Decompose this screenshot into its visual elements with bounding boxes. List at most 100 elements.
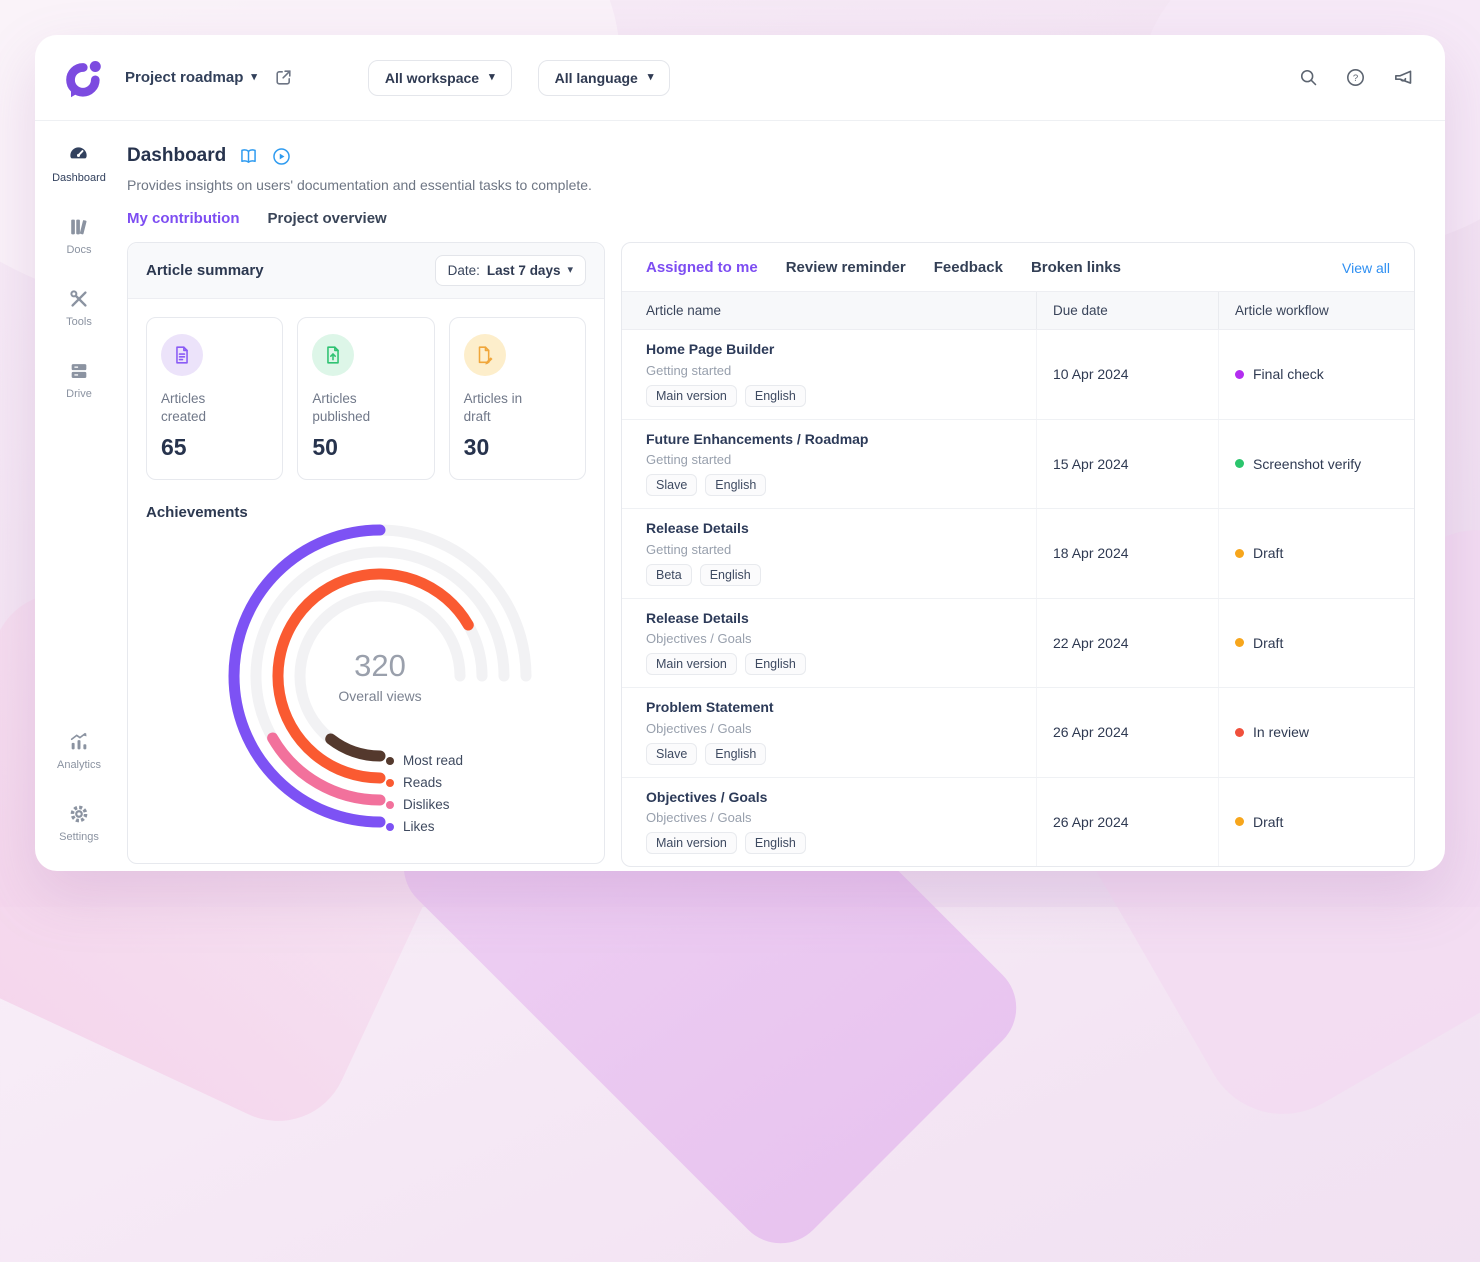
article-summary-body: Articles created 65 Arti (128, 299, 604, 863)
tab-broken-links[interactable]: Broken links (1030, 259, 1121, 276)
tab-assigned-to-me[interactable]: Assigned to me (646, 259, 758, 276)
table-row[interactable]: Release Details Objectives / Goals Main … (622, 598, 1414, 688)
announcements-button[interactable] (1392, 66, 1415, 89)
article-cell: Objectives / Goals Objectives / Goals Ma… (622, 778, 1036, 867)
file-upload-icon (327, 346, 340, 364)
article-cell: Future Enhancements / Roadmap Getting st… (622, 420, 1036, 509)
tab-project-overview[interactable]: Project overview (267, 210, 387, 227)
language-dropdown[interactable]: All language ▾ (537, 59, 671, 96)
table-row[interactable]: Problem Statement Objectives / Goals Sla… (622, 688, 1414, 778)
legend-item: Dislikes (386, 797, 463, 812)
version-chip: Slave (646, 474, 698, 496)
date-filter-value: Last 7 days (486, 263, 561, 278)
article-name: Problem Statement (646, 699, 774, 715)
view-all-link[interactable]: View all (1342, 259, 1390, 276)
chevron-down-icon: ▾ (489, 71, 495, 83)
drive-icon (71, 364, 87, 378)
table-row[interactable]: Future Enhancements / Roadmap Getting st… (622, 419, 1414, 509)
date-filter-dropdown[interactable]: Date: Last 7 days ▾ (434, 255, 586, 286)
stat-value: 50 (312, 434, 338, 461)
open-in-new-tab-button[interactable] (273, 67, 294, 88)
due-date-cell: 18 Apr 2024 (1036, 509, 1218, 598)
gear-icon (70, 805, 88, 823)
stat-value: 65 (161, 434, 187, 461)
stat-label: Articles in draft (463, 391, 523, 425)
sidebar-item-docs[interactable]: Docs (66, 216, 92, 256)
help-button[interactable]: ? (1345, 67, 1366, 88)
app-body: Dashboard Docs Tools (35, 121, 1445, 871)
project-selector[interactable]: Project roadmap ▾ (125, 69, 257, 86)
chevron-down-icon: ▾ (647, 71, 654, 83)
article-tags: Slave English (646, 742, 1020, 765)
workspace-dropdown-label: All workspace (384, 69, 480, 86)
table-row[interactable]: Objectives / Goals Objectives / Goals Ma… (622, 777, 1414, 867)
article-summary-header: Article summary Date: Last 7 days ▾ (128, 243, 604, 299)
article-cell: Problem Statement Objectives / Goals Sla… (622, 688, 1036, 777)
legend-dot (386, 822, 394, 831)
top-bar: Project roadmap ▾ All workspace ▾ All la… (35, 35, 1445, 121)
tab-review-reminder[interactable]: Review reminder (785, 259, 906, 276)
dashboard-content: Article summary Date: Last 7 days ▾ (127, 242, 1415, 867)
article-category: Getting started (646, 541, 732, 557)
sidebar-item-label: Drive (66, 388, 92, 400)
legend-item: Likes (386, 819, 463, 834)
sidebar-item-dashboard[interactable]: Dashboard (52, 143, 106, 184)
page-description: Provides insights on users' documentatio… (127, 177, 592, 193)
books-icon (71, 219, 87, 235)
video-guide-button[interactable] (271, 146, 292, 167)
legend-item: Most read (386, 753, 463, 768)
stat-card-articles-in-draft: Articles in draft 30 (448, 317, 586, 481)
workflow-cell: Draft (1218, 777, 1414, 866)
version-chip: Beta (646, 563, 692, 586)
tab-feedback[interactable]: Feedback (933, 259, 1003, 276)
table-header: Article name Due date Article workflow (622, 291, 1414, 330)
docs-guide-button[interactable] (238, 146, 259, 167)
tasks-card: Assigned to me Review reminder Feedback … (621, 242, 1415, 867)
radial-chart-canvas (228, 524, 532, 828)
sidebar-item-label: Tools (66, 316, 92, 328)
version-chip: Slave (646, 742, 698, 765)
book-open-icon (241, 148, 257, 163)
article-name: Future Enhancements / Roadmap (646, 430, 869, 447)
chevron-down-icon: ▾ (251, 71, 257, 83)
language-chip: English (705, 474, 767, 496)
app-logo[interactable] (59, 55, 105, 101)
stat-cards: Articles created 65 Arti (146, 317, 586, 481)
legend-dot (386, 778, 394, 787)
file-edit-icon (478, 346, 493, 365)
article-name: Home Page Builder (646, 341, 775, 357)
main-content: Dashboard Provides insights on users' do… (123, 121, 1445, 871)
table-row[interactable]: Home Page Builder Getting started Main v… (622, 330, 1414, 420)
workflow-status-dot (1235, 459, 1244, 469)
workflow-cell: Screenshot verify (1218, 419, 1414, 508)
sidebar-item-label: Analytics (56, 759, 102, 771)
article-name: Release Details (646, 520, 749, 536)
workflow-status-dot (1235, 727, 1244, 737)
sidebar-item-tools[interactable]: Tools (66, 288, 92, 328)
achievements-radial-chart: 320 Overall views Most read R (146, 523, 586, 845)
version-chip: Main version (646, 832, 737, 854)
sidebar-item-drive[interactable]: Drive (66, 360, 92, 400)
workflow-cell: Final check (1218, 330, 1414, 419)
language-chip: English (744, 832, 806, 854)
external-link-icon (276, 70, 291, 85)
overall-views-caption: Overall views (338, 688, 422, 705)
project-name: Project roadmap (125, 69, 244, 86)
due-date-cell: 26 Apr 2024 (1036, 688, 1218, 777)
workflow-status-dot (1235, 638, 1244, 648)
article-tags: Beta English (646, 563, 1020, 586)
workspace-dropdown[interactable]: All workspace ▾ (367, 59, 512, 96)
article-summary-card: Article summary Date: Last 7 days ▾ (127, 242, 605, 865)
search-button[interactable] (1298, 67, 1319, 88)
sidebar-item-settings[interactable]: Settings (59, 803, 99, 843)
version-chip: Main version (646, 384, 737, 407)
version-chip: Main version (646, 653, 737, 675)
article-cell: Release Details Objectives / Goals Main … (622, 599, 1036, 688)
table-row[interactable]: Release Details Getting started Beta Eng… (622, 509, 1414, 599)
sidebar-item-analytics[interactable]: Analytics (57, 731, 101, 771)
article-summary-title: Article summary (146, 262, 264, 279)
due-date-cell: 15 Apr 2024 (1036, 419, 1218, 508)
tab-my-contribution[interactable]: My contribution (127, 210, 240, 227)
megaphone-icon (1395, 70, 1412, 84)
legend-dot (386, 800, 394, 809)
